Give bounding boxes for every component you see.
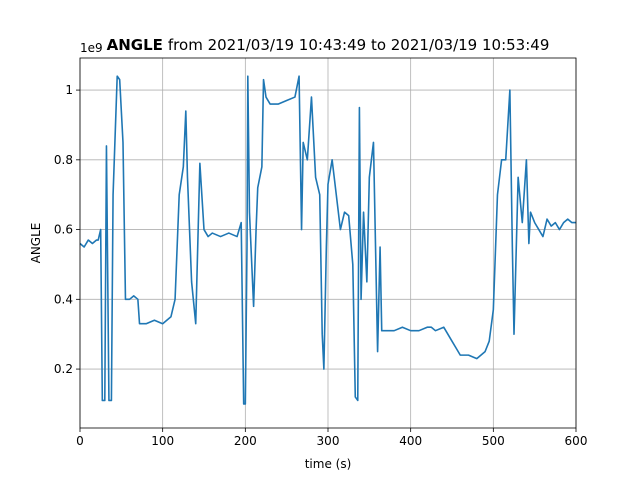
- x-tick-label: 600: [565, 434, 588, 448]
- y-tick-label: 0.6: [54, 223, 73, 237]
- x-tick-label: 100: [151, 434, 174, 448]
- y-tick-label: 0.4: [54, 292, 73, 306]
- axes-frame: [79, 57, 577, 429]
- chart-title: ANGLE from 2021/03/19 10:43:49 to 2021/03…: [107, 36, 550, 54]
- x-tick-label: 400: [399, 434, 422, 448]
- y-tick-label: 0.2: [54, 362, 73, 376]
- x-tick-label: 300: [317, 434, 340, 448]
- x-tick-label: 200: [234, 434, 257, 448]
- title-rest: from 2021/03/19 10:43:49 to 2021/03/19 1…: [168, 36, 549, 54]
- title-bold: ANGLE: [107, 36, 163, 54]
- y-tick-label: 0.8: [54, 153, 73, 167]
- x-axis-label: time (s): [305, 457, 352, 471]
- y-tick-label: 1: [65, 83, 73, 97]
- x-tick-label: 0: [76, 434, 84, 448]
- data-line: [79, 75, 576, 405]
- y-axis-label: ANGLE: [29, 223, 43, 264]
- plot-area: [79, 58, 577, 428]
- x-tick-label: 500: [482, 434, 505, 448]
- offset-label: 1e9: [80, 41, 103, 55]
